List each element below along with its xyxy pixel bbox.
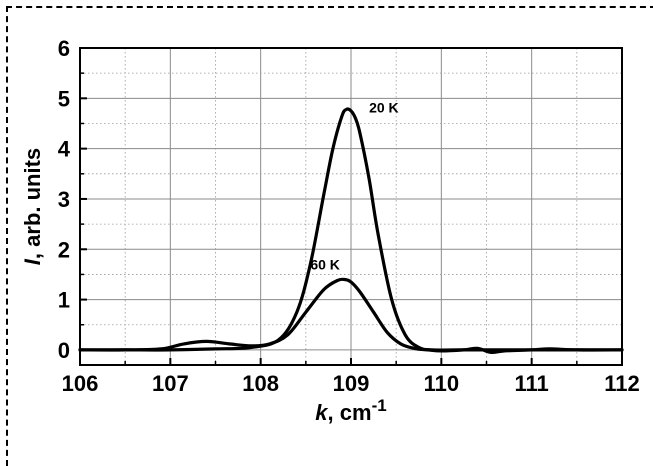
series-line-60k xyxy=(78,277,624,355)
y-tick-label: 1 xyxy=(58,288,70,313)
x-axis-title-italic: k xyxy=(315,400,329,425)
x-axis-title: k, cm-1 xyxy=(315,396,386,425)
y-tick-label: 2 xyxy=(58,237,70,262)
x-tick-label: 109 xyxy=(333,371,370,396)
x-tick-label: 112 xyxy=(604,371,640,396)
grid xyxy=(80,48,622,365)
y-tick-label: 3 xyxy=(58,187,70,212)
x-tick-label: 110 xyxy=(424,371,460,396)
ticks xyxy=(79,47,623,365)
x-tick-label: 107 xyxy=(152,371,189,396)
y-tick-label: 4 xyxy=(58,137,71,162)
chart: 106 107 108 109 110 111 112 0 1 2 3 4 5 6 20 K 60 K k,… xyxy=(20,36,640,425)
x-tick-label: 108 xyxy=(242,371,279,396)
x-axis-title-rest: , cm xyxy=(328,400,372,425)
curves xyxy=(78,107,624,355)
y-tick-label: 5 xyxy=(58,86,70,111)
x-tick-label: 111 xyxy=(515,371,549,396)
x-axis-title-superscript: -1 xyxy=(372,396,387,415)
x-tick-label: 106 xyxy=(62,371,99,396)
dashed-frame xyxy=(6,6,653,466)
annotation-label: 60 K xyxy=(310,256,340,272)
y-axis-title: I, arb. units xyxy=(20,148,45,265)
y-axis-title-rest: , arb. units xyxy=(20,148,45,259)
y-axis-title-italic: I xyxy=(20,258,45,265)
annotations: 20 K 60 K xyxy=(310,99,398,272)
y-tick-label: 6 xyxy=(58,36,70,61)
y-tick-label: 0 xyxy=(58,338,70,363)
tick-labels: 106 107 108 109 110 111 112 0 1 2 3 4 5 6 xyxy=(58,36,640,396)
annotation-label: 20 K xyxy=(369,99,399,115)
